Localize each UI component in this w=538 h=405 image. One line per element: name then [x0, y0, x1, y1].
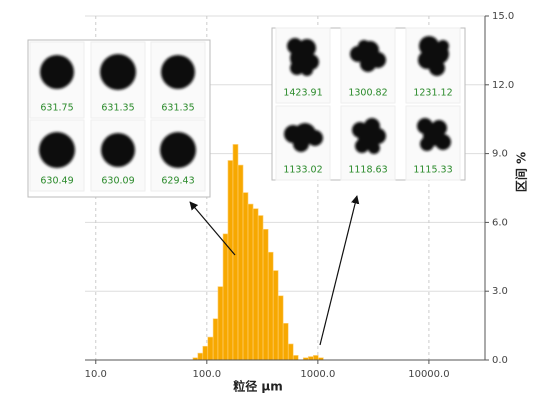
bar	[227, 160, 234, 361]
bar	[292, 355, 299, 361]
particle	[161, 55, 195, 89]
particle-part	[293, 136, 309, 152]
particle	[39, 132, 75, 168]
particle-label: 1133.02	[283, 165, 322, 176]
x-tick-label: 10.0	[85, 369, 107, 380]
particle-label: 1118.63	[348, 165, 387, 176]
particle-label: 629.43	[161, 176, 194, 187]
particle	[417, 118, 451, 151]
y-tick-label: 9.0	[492, 149, 508, 160]
particle-label: 1115.33	[413, 165, 452, 176]
particle-part	[420, 137, 434, 151]
bar	[202, 345, 209, 361]
bar	[222, 233, 229, 361]
bar	[287, 343, 294, 361]
y-tick-label: 3.0	[492, 286, 508, 297]
bar	[277, 295, 284, 361]
y-tick-label: 0.0	[492, 355, 508, 366]
bar	[232, 144, 239, 361]
bar	[313, 355, 319, 361]
particle-label: 631.75	[40, 103, 73, 114]
particle-part	[301, 64, 313, 76]
bar	[307, 356, 314, 361]
particle-label: 1423.91	[283, 88, 322, 99]
bar	[267, 251, 274, 361]
particle-label: 630.09	[101, 176, 134, 187]
bar	[197, 352, 204, 361]
particle-cell	[150, 41, 206, 119]
particle	[40, 55, 74, 89]
particle	[100, 54, 136, 90]
y-tick-label: 6.0	[492, 217, 508, 228]
bar	[282, 323, 289, 361]
particle	[284, 123, 323, 152]
bar	[207, 336, 214, 361]
bar	[247, 203, 254, 361]
particle-label: 630.49	[40, 176, 73, 187]
y-tick-label: 15.0	[492, 11, 514, 22]
particle	[350, 40, 386, 72]
particle-label: 1300.82	[348, 88, 387, 99]
particle	[160, 132, 196, 168]
particle-part	[437, 40, 449, 52]
x-tick-label: 10000.0	[408, 369, 449, 380]
particle	[418, 36, 449, 76]
particle-part	[307, 130, 323, 146]
arrow	[189, 201, 236, 256]
x-axis-label: 粒径 µm	[233, 379, 283, 394]
bar	[212, 318, 219, 361]
particle-part	[290, 61, 304, 75]
particle	[352, 118, 386, 154]
particle-label: 631.35	[161, 103, 194, 114]
bar	[257, 215, 264, 361]
bar	[217, 286, 224, 361]
particle	[101, 133, 135, 167]
arrow	[319, 195, 360, 346]
bar	[242, 192, 249, 361]
bar	[272, 270, 279, 361]
particle	[287, 38, 319, 76]
bar	[252, 208, 259, 361]
particle-label: 631.35	[101, 103, 134, 114]
x-tick-label: 100.0	[192, 369, 221, 380]
particle-part	[435, 134, 451, 150]
bar	[237, 164, 244, 361]
bar	[262, 228, 269, 361]
x-tick-label: 1000.0	[300, 369, 335, 380]
y-tick-label: 12.0	[492, 80, 514, 91]
particle-part	[355, 139, 369, 153]
particle-part	[360, 56, 376, 72]
particle-part	[368, 142, 380, 154]
y-axis-label: 区间 %	[514, 152, 529, 192]
particle-part	[358, 40, 370, 52]
particle-label: 1231.12	[413, 88, 452, 99]
particle-part	[429, 60, 445, 76]
